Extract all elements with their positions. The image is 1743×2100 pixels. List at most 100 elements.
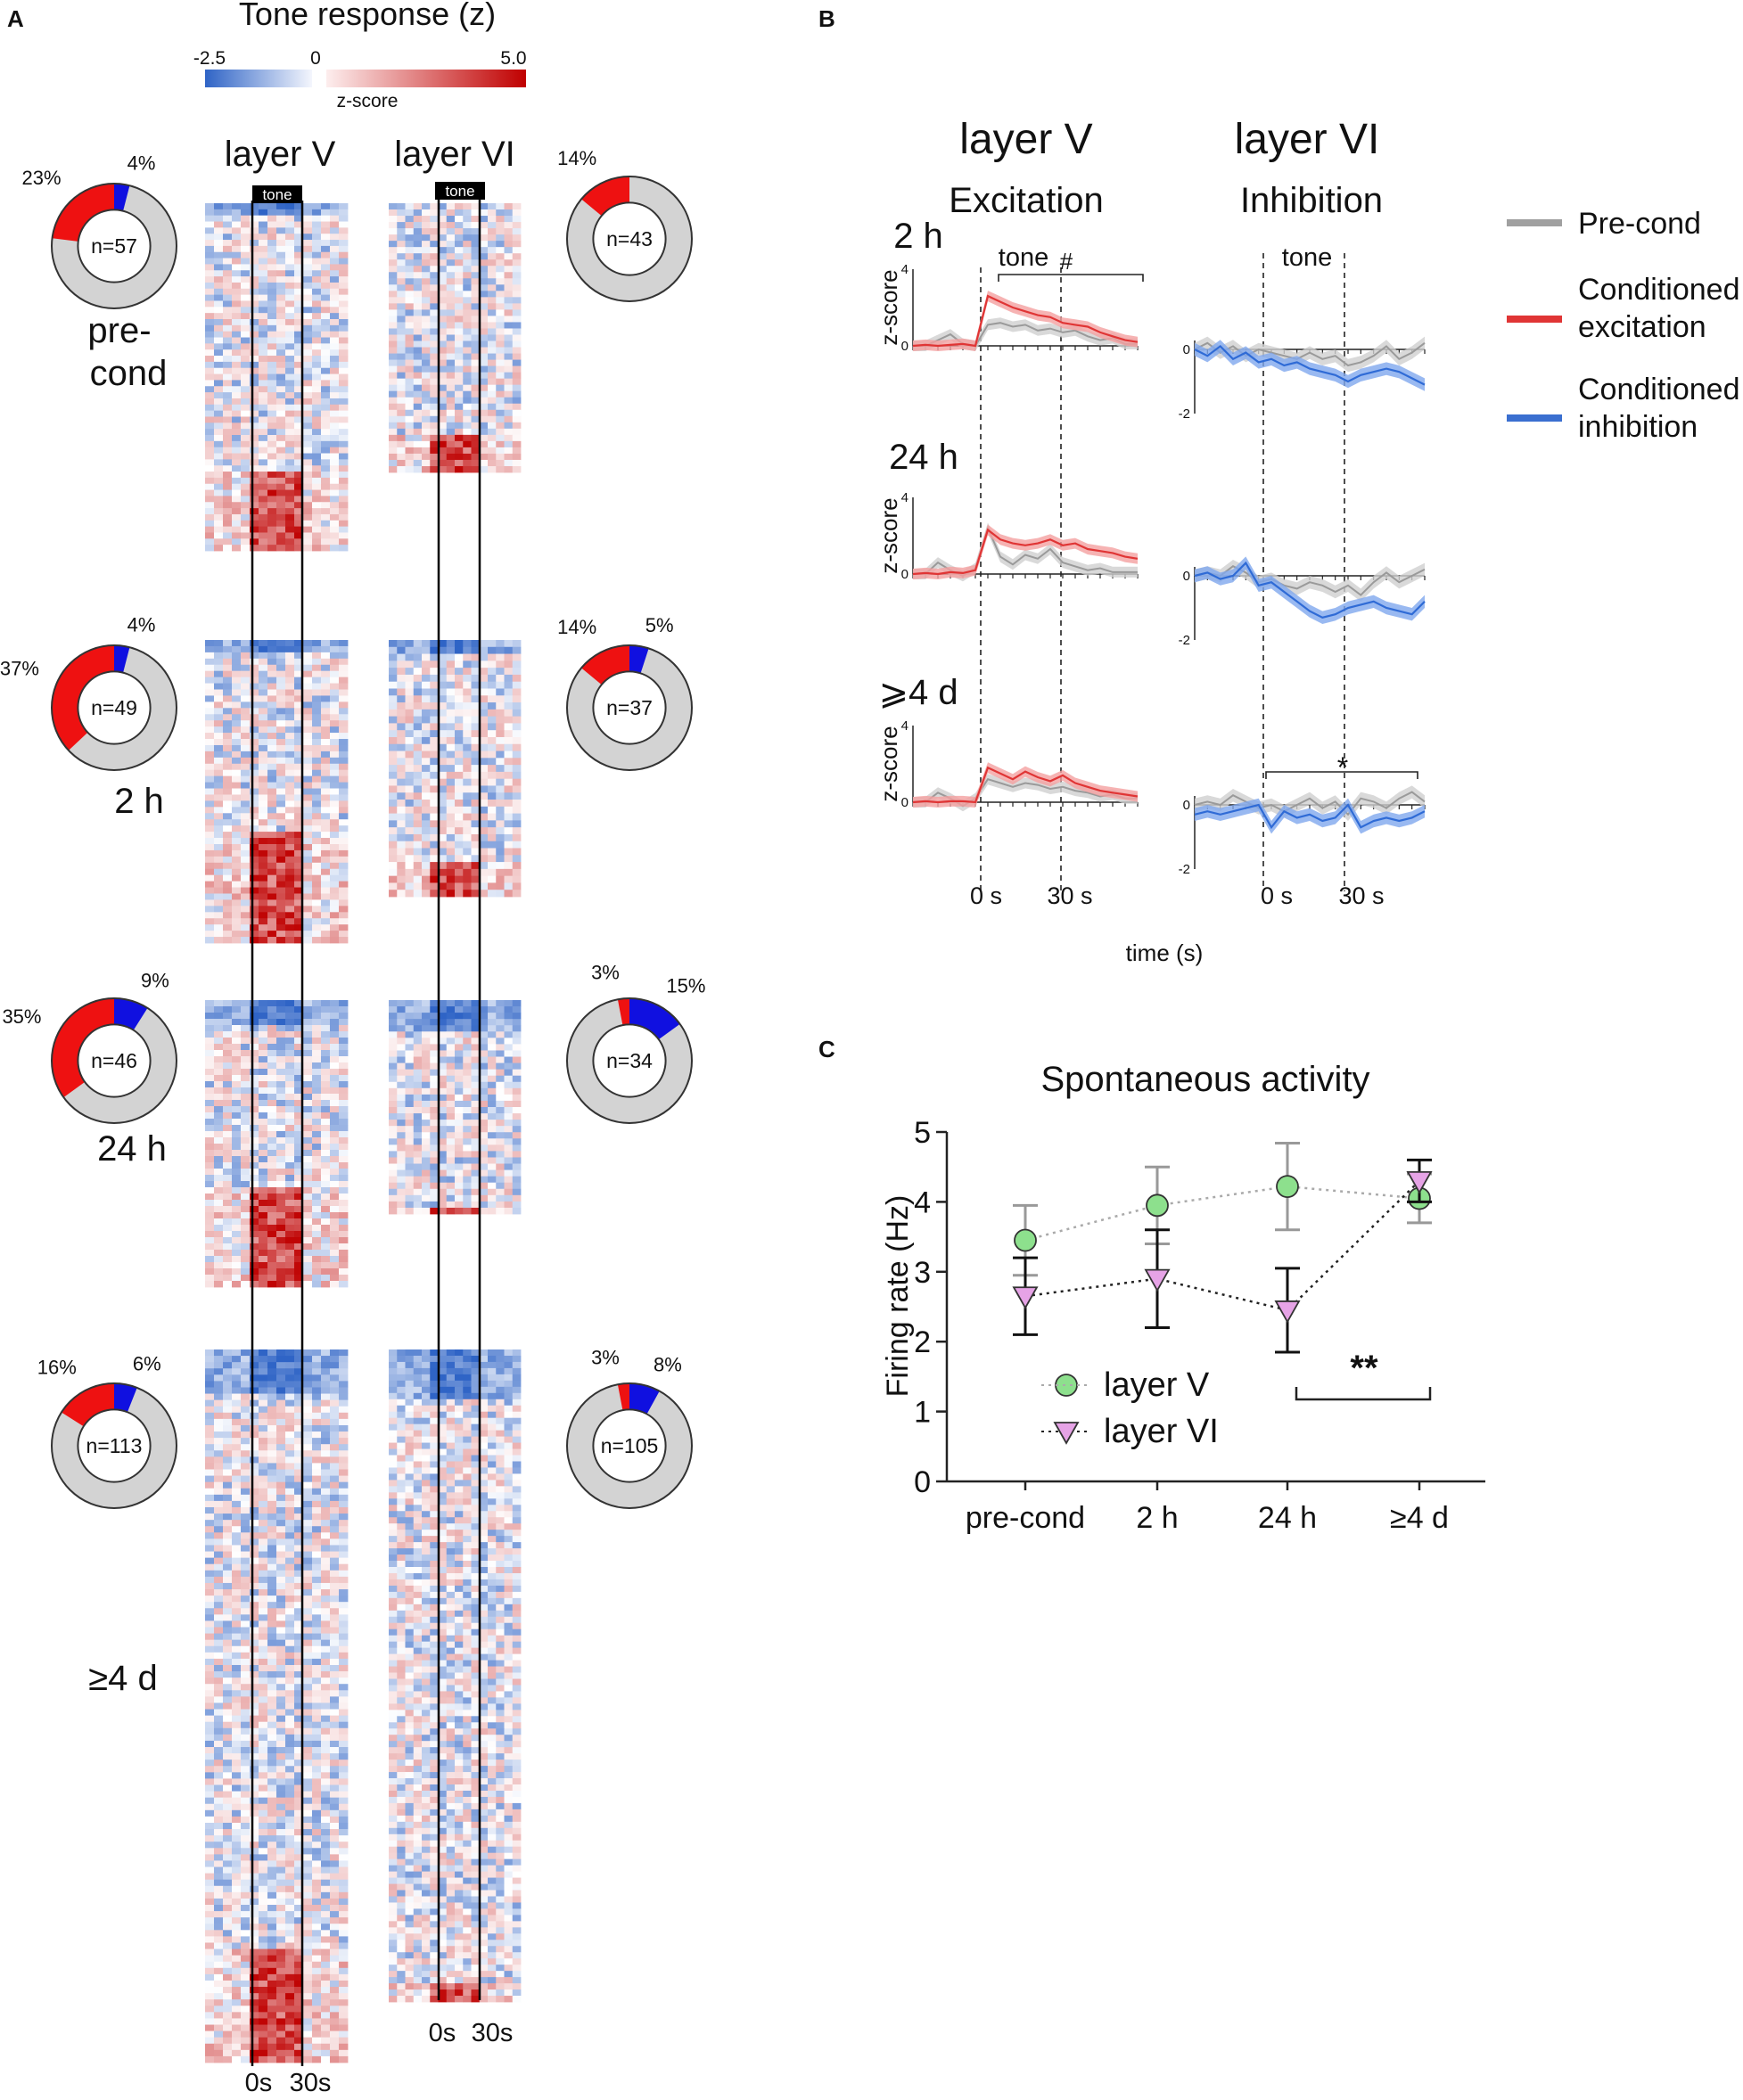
heatmap-cell xyxy=(214,1131,224,1138)
heatmap-cell xyxy=(504,813,514,821)
heatmap-cell xyxy=(276,899,286,906)
heatmap-cell xyxy=(285,429,295,436)
heatmap-cell xyxy=(259,1150,268,1157)
heatmap-cell xyxy=(471,660,481,669)
heatmap-cell xyxy=(512,765,522,773)
heatmap-cell xyxy=(214,658,224,666)
heatmap-cell xyxy=(330,1194,340,1201)
heatmap-cell xyxy=(413,1151,423,1158)
heatmap-cell xyxy=(241,1150,251,1157)
heatmap-cell xyxy=(267,670,277,678)
heatmap-cell xyxy=(430,1107,439,1114)
heatmap-cell xyxy=(232,1062,242,1070)
heatmap-cell xyxy=(259,1194,268,1201)
heatmap-cell xyxy=(303,788,313,795)
heatmap-cell xyxy=(303,1069,313,1076)
heatmap-cell xyxy=(312,1119,322,1126)
heatmap-cell xyxy=(232,1494,242,1502)
heatmap-cell xyxy=(232,720,242,727)
heatmap-cell xyxy=(330,843,340,851)
heatmap-cell xyxy=(276,264,286,271)
heatmap-cell xyxy=(241,1075,251,1082)
heatmap-cell xyxy=(214,1275,224,1282)
heatmap-cell xyxy=(232,1119,242,1126)
heatmap-cell xyxy=(488,882,497,890)
heatmap-cell xyxy=(496,882,505,890)
heatmap-cell xyxy=(389,1038,398,1045)
heatmap-cell xyxy=(303,1576,313,1584)
heatmap-cell xyxy=(413,222,423,229)
heatmap-cell xyxy=(205,832,215,839)
heatmap-cell xyxy=(479,1157,489,1164)
heatmap-cell xyxy=(259,1087,268,1095)
heatmap-cell xyxy=(276,1262,286,1269)
heatmap-cell xyxy=(312,1563,322,1571)
heatmap-cell xyxy=(312,1438,322,1445)
heatmap-cell xyxy=(294,881,304,888)
heatmap-cell xyxy=(285,1475,295,1483)
heatmap-cell xyxy=(488,716,497,724)
heatmap-cell xyxy=(267,775,277,783)
heatmap-cell xyxy=(471,800,481,808)
heatmap-cell xyxy=(397,800,406,808)
heatmap-cell xyxy=(330,1627,340,1634)
heatmap-cell xyxy=(312,1225,322,1232)
heatmap-cell xyxy=(276,532,286,539)
heatmap-cell xyxy=(250,763,259,771)
heatmap-cell xyxy=(455,1094,464,1102)
heatmap-cell xyxy=(438,1107,448,1114)
heatmap-cell xyxy=(330,1494,340,1502)
heatmap-cell xyxy=(259,1620,268,1628)
heatmap-cell xyxy=(321,1526,331,1533)
heatmap-cell xyxy=(496,681,505,689)
heatmap-cell xyxy=(223,1500,233,1508)
heatmap-cell xyxy=(223,264,233,271)
heatmap-cell xyxy=(294,410,304,417)
heatmap-cell xyxy=(471,247,481,254)
heatmap-cell xyxy=(479,234,489,242)
heatmap-cell xyxy=(339,739,349,746)
heatmap-cell xyxy=(405,365,415,373)
heatmap-cell xyxy=(446,1050,456,1057)
heatmap-cell xyxy=(321,769,331,777)
heatmap-cell xyxy=(438,736,448,745)
heatmap-cell xyxy=(303,1181,313,1188)
heatmap-cell xyxy=(223,1620,233,1628)
heatmap-cell xyxy=(267,453,277,460)
heatmap-cell xyxy=(205,1262,215,1269)
heatmap-cell xyxy=(321,782,331,789)
heatmap-cell xyxy=(496,222,505,229)
heatmap-cell xyxy=(214,918,224,925)
heatmap-cell xyxy=(267,899,277,906)
heatmap-cell xyxy=(259,1576,268,1584)
heatmap-cell xyxy=(294,1013,304,1020)
heatmap-cell xyxy=(463,640,472,648)
heatmap-cell xyxy=(413,868,423,877)
heatmap-cell xyxy=(512,778,522,786)
heatmap-cell xyxy=(276,1506,286,1514)
heatmap-cell xyxy=(214,819,224,826)
heatmap-cell xyxy=(241,1438,251,1445)
heatmap-cell xyxy=(232,931,242,938)
heatmap-cell xyxy=(205,775,215,783)
heatmap-cell xyxy=(285,1532,295,1539)
heatmap-cell xyxy=(504,453,514,461)
heatmap-cell xyxy=(405,1138,415,1145)
heatmap-cell xyxy=(267,1056,277,1063)
heatmap-cell xyxy=(232,1144,242,1151)
heatmap-cell xyxy=(241,422,251,430)
heatmap-cell xyxy=(250,227,259,234)
heatmap-cell xyxy=(389,709,398,718)
heatmap-cell xyxy=(504,1120,514,1127)
heatmap-cell xyxy=(312,227,322,234)
heatmap-cell xyxy=(267,862,277,870)
heatmap-cell xyxy=(294,807,304,814)
heatmap-cell xyxy=(504,340,514,348)
heatmap-cell xyxy=(285,652,295,660)
heatmap-cell xyxy=(488,459,497,467)
heatmap-cell xyxy=(463,1157,472,1164)
heatmap-cell xyxy=(330,695,340,702)
heatmap-cell xyxy=(330,1144,340,1151)
heatmap-cell xyxy=(276,1031,286,1038)
heatmap-cell xyxy=(512,428,522,436)
